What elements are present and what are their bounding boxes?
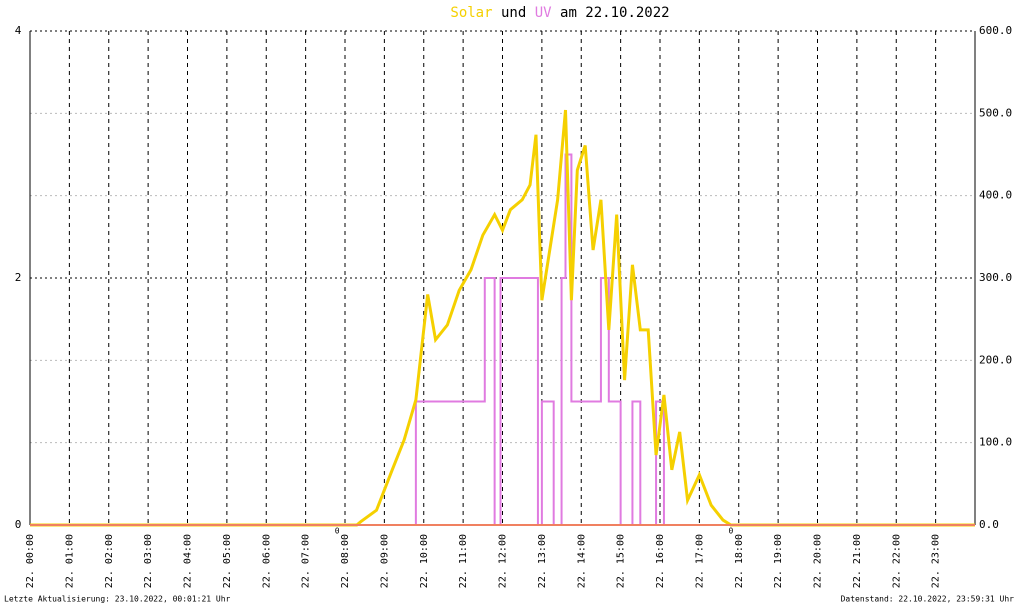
x-tick-label: 22. 17:00 bbox=[694, 534, 705, 588]
y2-tick-label: 500.0 bbox=[979, 106, 1012, 119]
x-tick-label: 22. 01:00 bbox=[64, 534, 75, 588]
annotation: 0 bbox=[728, 527, 733, 536]
chart-title: Solar und UV am 22.10.2022 bbox=[450, 5, 669, 21]
footer-left: Letzte Aktualisierung: 23.10.2022, 00:01… bbox=[4, 595, 231, 604]
y-tick-label: 2 bbox=[15, 271, 22, 284]
x-tick-label: 22. 08:00 bbox=[340, 534, 351, 588]
title-date: am 22.10.2022 bbox=[560, 5, 670, 21]
annotation: 0 bbox=[335, 527, 340, 536]
x-tick-label: 22. 15:00 bbox=[616, 534, 627, 588]
x-tick-label: 22. 06:00 bbox=[261, 534, 272, 588]
legend-entry: UV bbox=[535, 5, 552, 21]
y2-tick-label: 200.0 bbox=[979, 353, 1012, 366]
y2-tick-label: 600.0 bbox=[979, 24, 1012, 37]
x-tick-label: 22. 10:00 bbox=[419, 534, 430, 588]
x-tick-label: 22. 19:00 bbox=[773, 534, 784, 588]
x-tick-label: 22. 02:00 bbox=[104, 534, 115, 588]
series-line bbox=[30, 153, 975, 526]
legend-entry: Solar bbox=[450, 5, 492, 21]
x-tick-label: 22. 21:00 bbox=[852, 534, 863, 588]
series-line bbox=[30, 109, 975, 527]
x-tick-label: 22. 05:00 bbox=[222, 534, 233, 588]
footer-right: Datenstand: 22.10.2022, 23:59:31 Uhr bbox=[841, 595, 1015, 604]
x-tick-label: 22. 09:00 bbox=[379, 534, 390, 588]
x-tick-label: 22. 03:00 bbox=[143, 534, 154, 588]
x-tick-label: 22. 22:00 bbox=[891, 534, 902, 588]
x-tick-label: 22. 13:00 bbox=[537, 534, 548, 588]
x-tick-label: 22. 16:00 bbox=[655, 534, 666, 588]
x-tick-label: 22. 07:00 bbox=[301, 534, 312, 588]
x-tick-label: 22. 11:00 bbox=[458, 534, 469, 588]
title-connector: und bbox=[501, 5, 526, 21]
x-tick-label: 22. 20:00 bbox=[813, 534, 824, 588]
y-tick-label: 0 bbox=[15, 518, 22, 531]
y2-tick-label: 400.0 bbox=[979, 189, 1012, 202]
x-tick-label: 22. 23:00 bbox=[931, 534, 942, 588]
y2-tick-label: 300.0 bbox=[979, 271, 1012, 284]
x-tick-label: 22. 12:00 bbox=[498, 534, 509, 588]
y2-tick-label: 0.0 bbox=[979, 518, 999, 531]
x-tick-label: 22. 04:00 bbox=[183, 534, 194, 588]
x-tick-label: 22. 00:00 bbox=[25, 534, 36, 588]
x-tick-label: 22. 14:00 bbox=[576, 534, 587, 588]
x-tick-label: 22. 18:00 bbox=[734, 534, 745, 588]
y-tick-label: 4 bbox=[15, 24, 22, 37]
y2-tick-label: 100.0 bbox=[979, 436, 1012, 449]
